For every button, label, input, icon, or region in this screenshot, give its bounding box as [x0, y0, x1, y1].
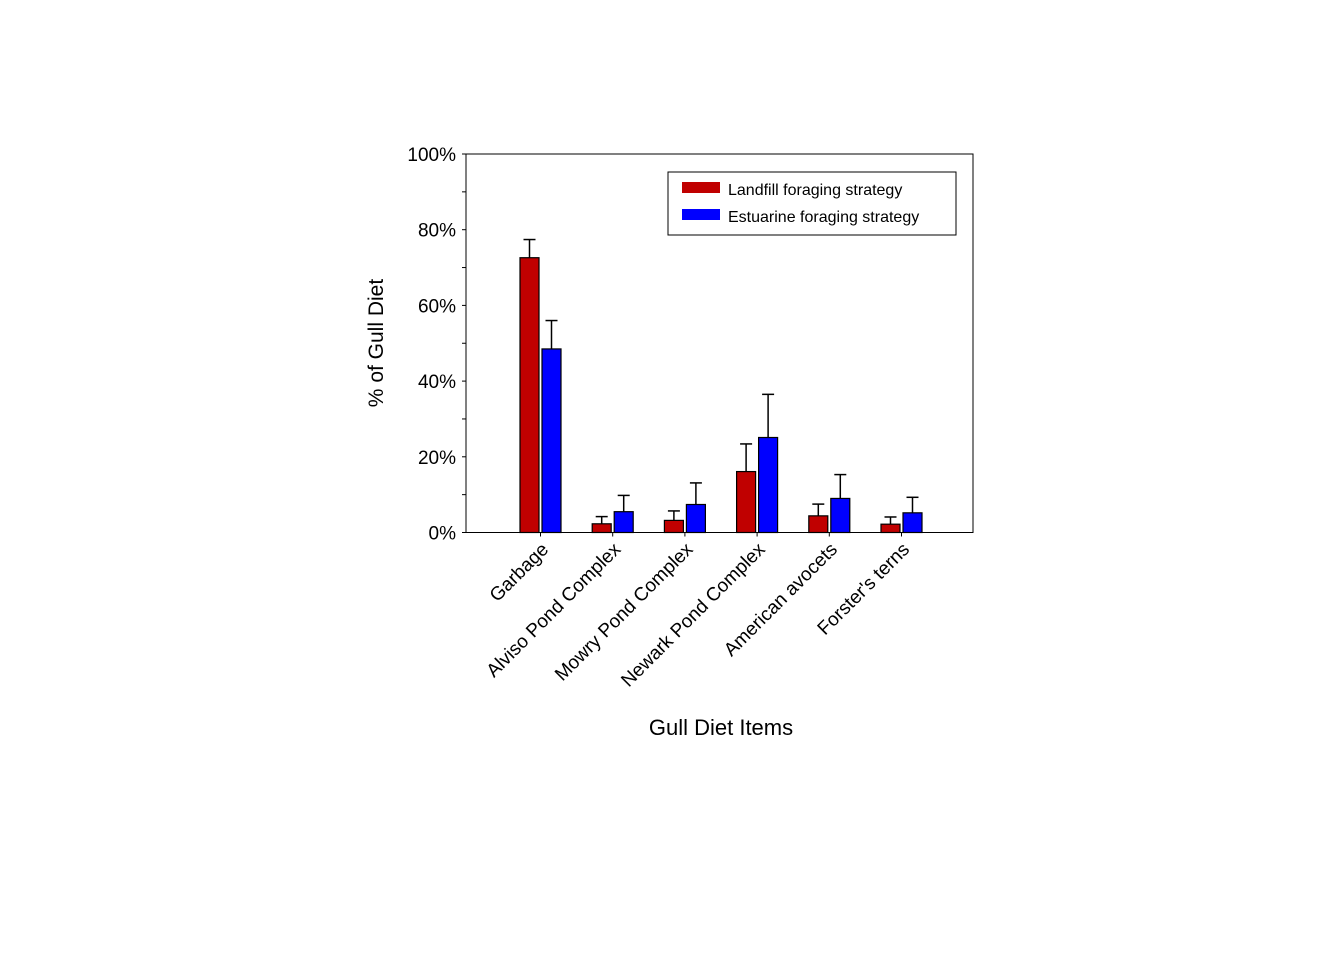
y-tick-label: 80%	[418, 221, 456, 242]
bar-landfill	[591, 523, 612, 534]
bar-estuarine	[613, 511, 634, 534]
y-tick-label: 60%	[418, 296, 456, 317]
x-tick-label: Garbage	[486, 539, 553, 606]
y-axis-label: % of Gull Diet	[365, 279, 388, 408]
legend-swatch-estuarine	[682, 209, 720, 220]
legend: Landfill foraging strategy Estuarine for…	[667, 171, 957, 236]
bar-estuarine	[902, 512, 923, 534]
bar-estuarine	[685, 503, 707, 534]
bar-estuarine	[757, 436, 779, 534]
bar-estuarine	[541, 348, 562, 534]
y-tick-label: 20%	[418, 448, 456, 469]
x-tick-label: Alviso Pond Complex	[483, 539, 626, 682]
y-tick-label: 40%	[418, 372, 456, 393]
y-tick-label: 0%	[429, 524, 457, 545]
legend-label-landfill: Landfill foraging strategy	[728, 182, 902, 199]
bar-landfill	[808, 515, 829, 534]
y-tick-label: 100%	[407, 145, 456, 166]
bar-landfill	[880, 523, 901, 534]
legend-swatch-landfill	[682, 182, 720, 193]
bar-landfill	[519, 257, 540, 534]
legend-label-estuarine: Estuarine foraging strategy	[728, 209, 919, 226]
x-axis-label: Gull Diet Items	[649, 715, 793, 740]
x-tick-label: Mowry Pond Complex	[551, 539, 698, 686]
bar-landfill	[663, 519, 685, 534]
x-tick-label: Newark Pond Complex	[617, 539, 770, 692]
bar-estuarine	[830, 497, 851, 534]
bar-landfill	[735, 470, 757, 534]
